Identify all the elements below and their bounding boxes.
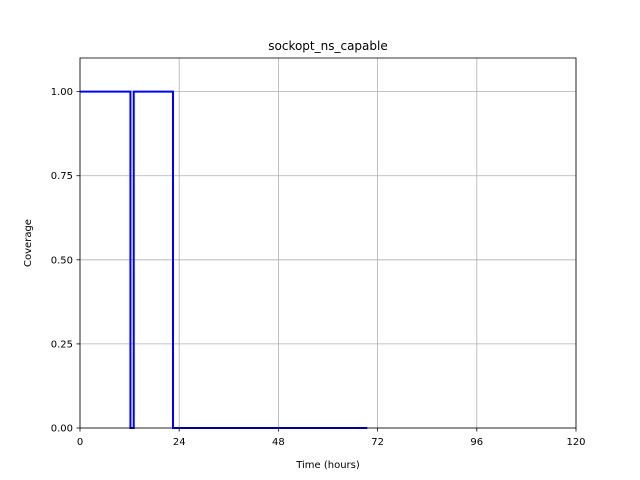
- x-tick-label: 120: [566, 437, 585, 448]
- x-tick-label: 72: [371, 437, 384, 448]
- y-tick-label: 0.50: [51, 255, 73, 266]
- x-tick-label: 0: [77, 437, 83, 448]
- x-tick-label: 24: [173, 437, 186, 448]
- x-tick-label: 48: [272, 437, 285, 448]
- series-layer: [80, 90, 368, 429]
- y-tick-label: 0.75: [51, 171, 73, 182]
- grid-layer: [79, 58, 577, 429]
- chart-title: sockopt_ns_capable: [268, 39, 388, 53]
- plot-frame: [79, 57, 577, 429]
- x-tick-label: 96: [470, 437, 483, 448]
- y-tick-label: 0.25: [51, 339, 73, 350]
- y-axis: 0.00 0.25 0.50 0.75 1.00: [51, 87, 80, 435]
- y-axis-label: Coverage: [23, 219, 34, 267]
- series-line: [80, 90, 368, 429]
- y-tick-label: 1.00: [51, 87, 73, 98]
- plot-area: [80, 58, 576, 428]
- y-tick-label: 0.00: [51, 424, 73, 435]
- x-axis-label: Time (hours): [295, 460, 360, 471]
- x-axis: 0 24 48 72 96 120: [77, 428, 586, 448]
